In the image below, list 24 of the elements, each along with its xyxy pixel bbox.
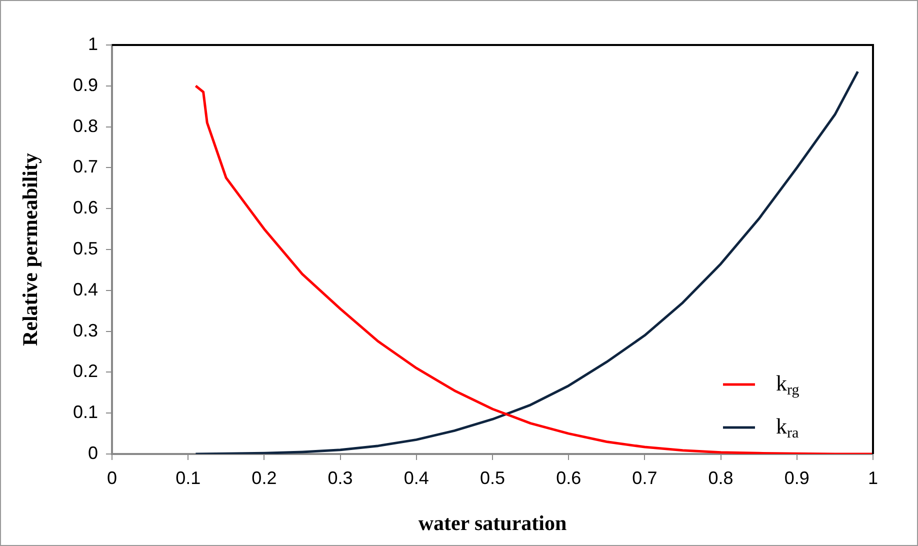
y-tick-label: 0.2 [72, 361, 98, 382]
x-tick-label: 0.7 [632, 468, 658, 488]
x-tick-label: 0.1 [176, 468, 201, 488]
y-tick-label: 0.3 [72, 320, 98, 340]
x-tick-label: 0.3 [328, 468, 353, 488]
x-tick-label: 1 [868, 468, 878, 488]
y-tick-label: 0.8 [72, 116, 98, 136]
y-tick-label: 0.1 [72, 402, 98, 422]
y-tick-label: 1 [88, 34, 98, 54]
y-tick-label: 0.5 [72, 238, 98, 258]
x-tick-label: 0.9 [784, 468, 810, 488]
x-tick-label: 0.6 [556, 468, 582, 488]
y-tick-label: 0.9 [72, 74, 98, 95]
x-axis-title: water saturation [418, 510, 567, 535]
y-tick-label: 0.7 [72, 156, 98, 177]
x-tick-label: 0.4 [404, 468, 429, 488]
x-tick-label: 0.2 [252, 468, 277, 488]
y-tick-label: 0.4 [72, 279, 98, 300]
y-tick-label: 0 [88, 442, 98, 463]
y-tick-label: 0.6 [72, 198, 98, 218]
y-axis-title: Relative permeability [18, 152, 42, 346]
x-tick-label: 0.8 [708, 468, 734, 488]
x-tick-label: 0 [106, 468, 118, 488]
x-tick-label: 0.5 [480, 468, 506, 488]
